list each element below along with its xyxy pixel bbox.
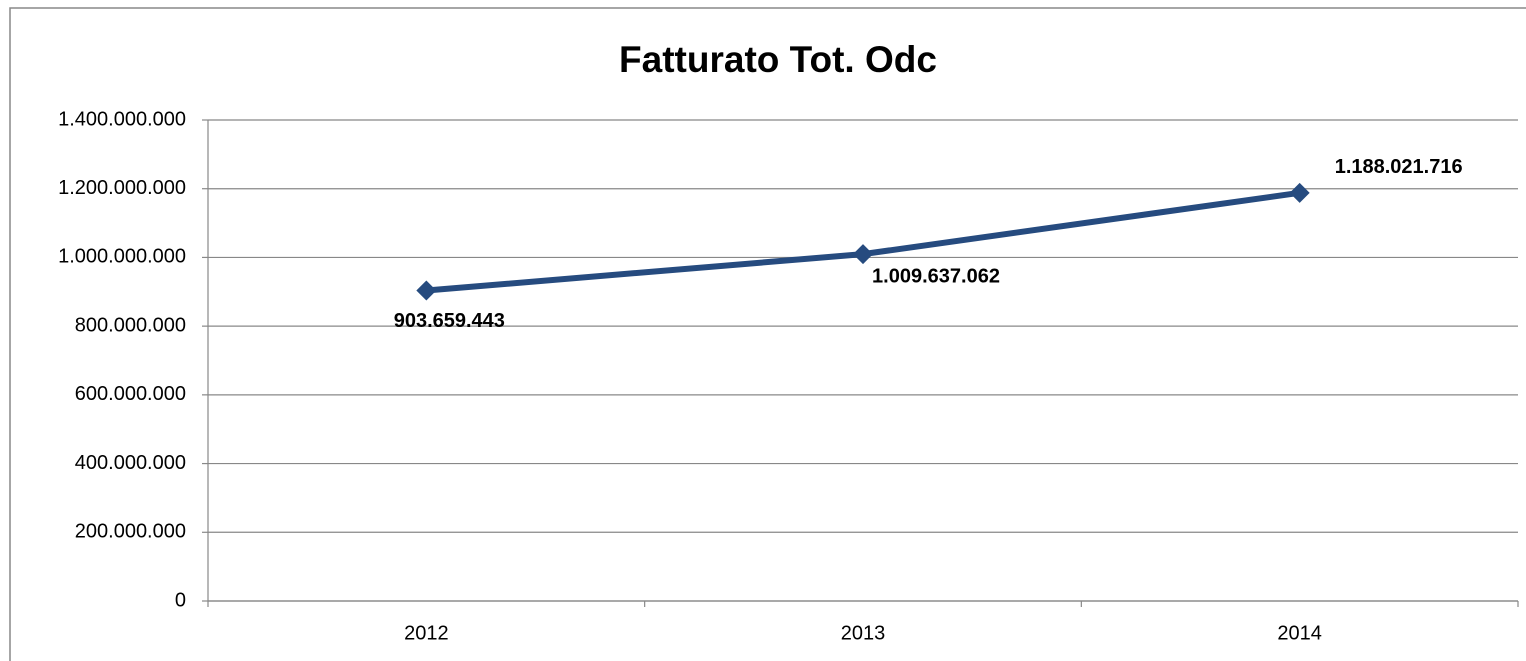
x-tick-label: 2013: [841, 622, 886, 644]
y-tick-label: 1.400.000.000: [58, 108, 186, 130]
marker: [416, 280, 437, 301]
marker: [1289, 182, 1310, 203]
y-tick-label: 0: [175, 589, 186, 611]
y-tick-label: 200.000.000: [75, 521, 186, 543]
y-tick-label: 400.000.000: [75, 452, 186, 474]
y-tick-label: 800.000.000: [75, 314, 186, 336]
y-tick-label: 600.000.000: [75, 383, 186, 405]
y-tick-label: 1.000.000.000: [58, 246, 186, 268]
y-tick-label: 1.200.000.000: [58, 177, 186, 199]
data-label: 1.009.637.062: [872, 265, 1000, 287]
marker: [853, 244, 873, 265]
x-tick-label: 2014: [1277, 622, 1322, 644]
chart-title: Fatturato Tot. Odc: [619, 39, 937, 80]
chart-border: [9, 7, 1526, 661]
data-label: 903.659.443: [394, 310, 505, 332]
x-tick-label: 2012: [404, 622, 449, 644]
data-label: 1.188.021.716: [1335, 156, 1463, 178]
line: [426, 189, 1301, 294]
